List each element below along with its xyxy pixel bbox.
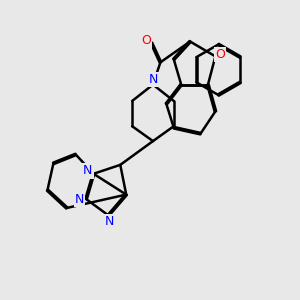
Text: N: N xyxy=(149,73,159,86)
Text: N: N xyxy=(75,193,84,206)
Text: N: N xyxy=(105,215,115,228)
Text: N: N xyxy=(83,164,92,177)
Text: O: O xyxy=(141,34,151,47)
Text: O: O xyxy=(215,48,225,61)
